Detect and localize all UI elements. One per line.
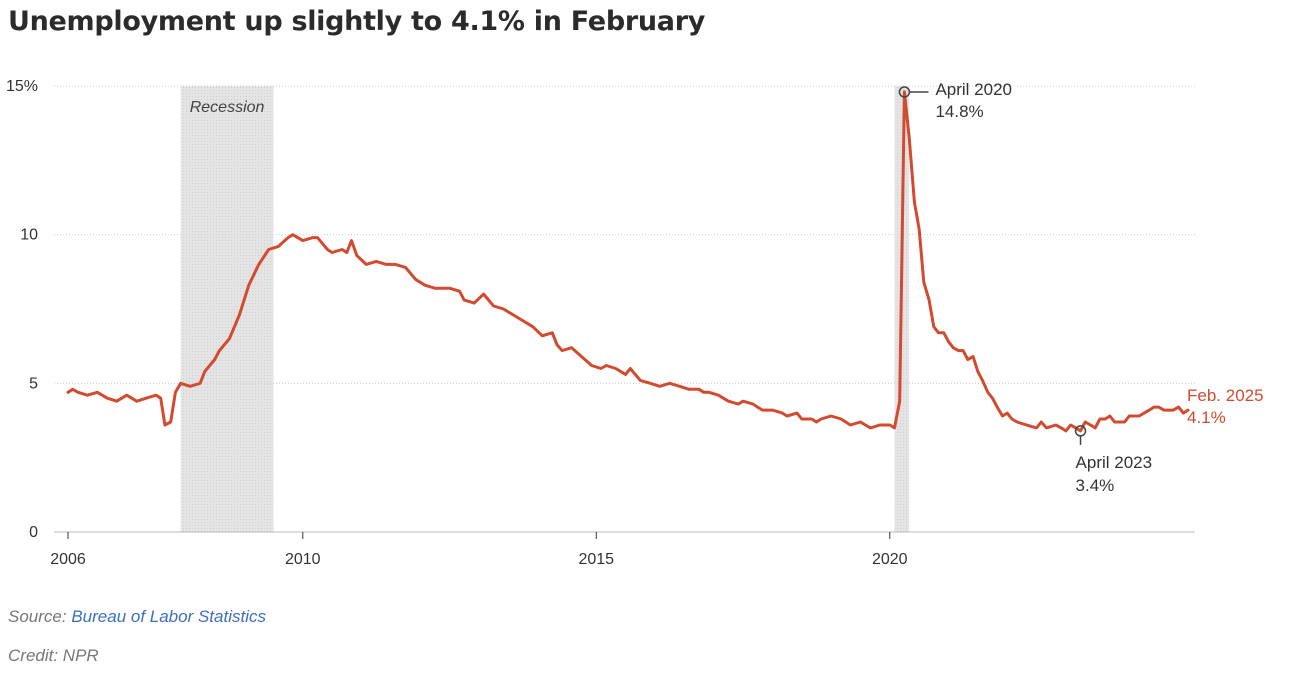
- y-tick-label: 5: [29, 375, 38, 392]
- axes: 0 5 10 15% 2006 2010 2015 2020: [6, 78, 908, 568]
- x-tick-label: 2010: [285, 551, 321, 568]
- y-tick-label: 0: [29, 524, 38, 541]
- peak-label: April 2020: [935, 80, 1012, 99]
- source-link[interactable]: Bureau of Labor Statistics: [71, 607, 266, 626]
- chart-title: Unemployment up slightly to 4.1% in Febr…: [8, 6, 706, 37]
- y-tick-label: 15%: [6, 78, 38, 95]
- latest-value: 4.1%: [1187, 408, 1226, 427]
- gridlines: [54, 85, 1195, 533]
- recession-band: [180, 86, 274, 532]
- low-value: 3.4%: [1076, 476, 1115, 495]
- recession-label: Recession: [190, 99, 265, 116]
- unemployment-rate-line: [66, 90, 1190, 433]
- peak-value: 14.8%: [935, 102, 983, 121]
- x-tick-label: 2006: [50, 551, 86, 568]
- y-tick-label: 10: [20, 227, 38, 244]
- latest-label: Feb. 2025: [1187, 386, 1264, 405]
- series-layer: [66, 90, 1190, 433]
- credit-note: Credit: NPR: [8, 646, 99, 665]
- source-note: Source: Bureau of Labor Statistics: [8, 607, 266, 627]
- unemployment-line-chart: Recession 0 5 10 15% 2006 2010 2015 2020 April …: [6, 78, 1264, 568]
- recession-bands: Recession: [180, 86, 910, 532]
- x-tick-label: 2020: [872, 551, 908, 568]
- source-label: Source:: [8, 607, 67, 626]
- low-label: April 2023: [1076, 453, 1153, 472]
- annotations: April 2020 14.8% April 2023 3.4% Feb. 2025 4.…: [898, 80, 1264, 495]
- x-tick-label: 2015: [578, 551, 614, 568]
